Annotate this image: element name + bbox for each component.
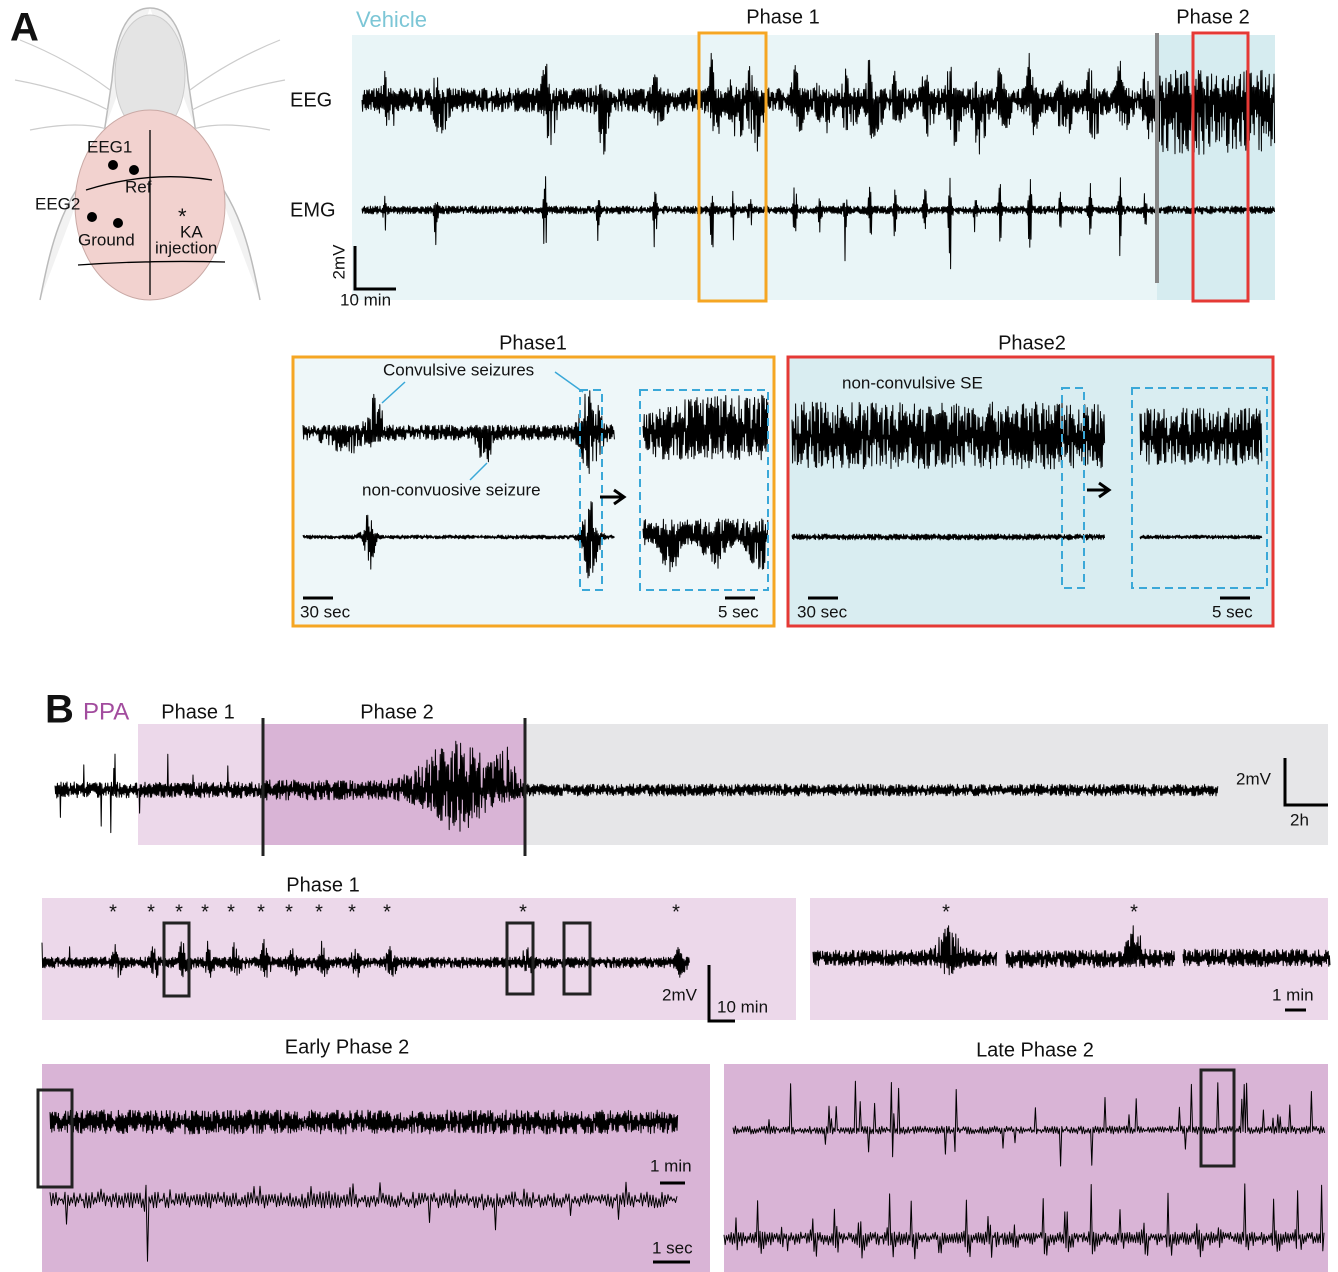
phase-label: Phase 1 bbox=[161, 701, 234, 723]
scale-label: 30 sec bbox=[300, 602, 351, 621]
background bbox=[42, 1064, 710, 1272]
annotation: non-convuosive seizure bbox=[362, 480, 541, 499]
seizure-mark: * bbox=[147, 901, 155, 923]
inset-title: Phase2 bbox=[998, 332, 1066, 354]
scale-label: 2mV bbox=[1236, 769, 1272, 788]
electrode bbox=[129, 165, 139, 175]
condition-label: PPA bbox=[83, 698, 129, 725]
scale-label: 2h bbox=[1290, 810, 1309, 829]
panel-label: B bbox=[45, 688, 74, 732]
scale-label: 1 min bbox=[650, 1156, 692, 1175]
seizure-mark: * bbox=[519, 901, 527, 923]
section-title: Late Phase 2 bbox=[976, 1039, 1094, 1061]
figure: A EEG1 Ref EEG2 Ground * KA injection Ve… bbox=[0, 0, 1338, 1272]
phase-label: Phase 2 bbox=[360, 701, 433, 723]
annotation: Convulsive seizures bbox=[383, 360, 534, 379]
scale-label: 5 sec bbox=[718, 602, 759, 621]
background bbox=[352, 35, 1275, 300]
condition-label: Vehicle bbox=[356, 7, 427, 32]
inset bbox=[788, 357, 1273, 626]
annotation: non-convulsive SE bbox=[842, 373, 983, 392]
seizure-mark: * bbox=[383, 901, 391, 923]
seizure-mark: * bbox=[257, 901, 265, 923]
seizure-mark: * bbox=[315, 901, 323, 923]
scale-label: 2mV bbox=[662, 985, 698, 1004]
channel-label: EMG bbox=[290, 199, 336, 221]
seizure-mark: * bbox=[348, 901, 356, 923]
panel-label: A bbox=[10, 6, 39, 50]
seizure-mark: * bbox=[227, 901, 235, 923]
phase-label: Phase 1 bbox=[746, 6, 819, 28]
seizure-mark: * bbox=[175, 901, 183, 923]
injection-label: injection bbox=[155, 238, 217, 257]
electrode bbox=[113, 218, 123, 228]
seizure-mark: * bbox=[672, 901, 680, 923]
scale-label: 1 sec bbox=[652, 1238, 693, 1257]
scale-label: 30 sec bbox=[797, 602, 848, 621]
seizure-mark: * bbox=[285, 901, 293, 923]
channel-label: EEG bbox=[290, 89, 332, 111]
electrode-label: EEG2 bbox=[35, 194, 80, 213]
seizure-mark: * bbox=[109, 901, 117, 923]
section-title: Phase 1 bbox=[286, 874, 359, 896]
seizure-mark: * bbox=[1130, 901, 1138, 923]
background bbox=[525, 724, 1328, 845]
mouse-diagram bbox=[15, 8, 285, 300]
electrode bbox=[108, 160, 118, 170]
section-title: Early Phase 2 bbox=[285, 1036, 410, 1058]
electrode bbox=[87, 212, 97, 222]
background bbox=[1157, 35, 1275, 300]
scale-label: 5 sec bbox=[1212, 602, 1253, 621]
scale-label: 1 min bbox=[1272, 985, 1314, 1004]
scale-label: 10 min bbox=[340, 290, 391, 309]
electrode-label: EEG1 bbox=[87, 137, 132, 156]
phase-label: Phase 2 bbox=[1176, 6, 1249, 28]
scale-label: 10 min bbox=[717, 997, 768, 1016]
electrode-label: Ground bbox=[78, 230, 135, 249]
scale-label: 2mV bbox=[329, 244, 348, 280]
seizure-mark: * bbox=[201, 901, 209, 923]
electrode-label: Ref bbox=[125, 177, 152, 196]
seizure-mark: * bbox=[942, 901, 950, 923]
inset-title: Phase1 bbox=[499, 332, 567, 354]
